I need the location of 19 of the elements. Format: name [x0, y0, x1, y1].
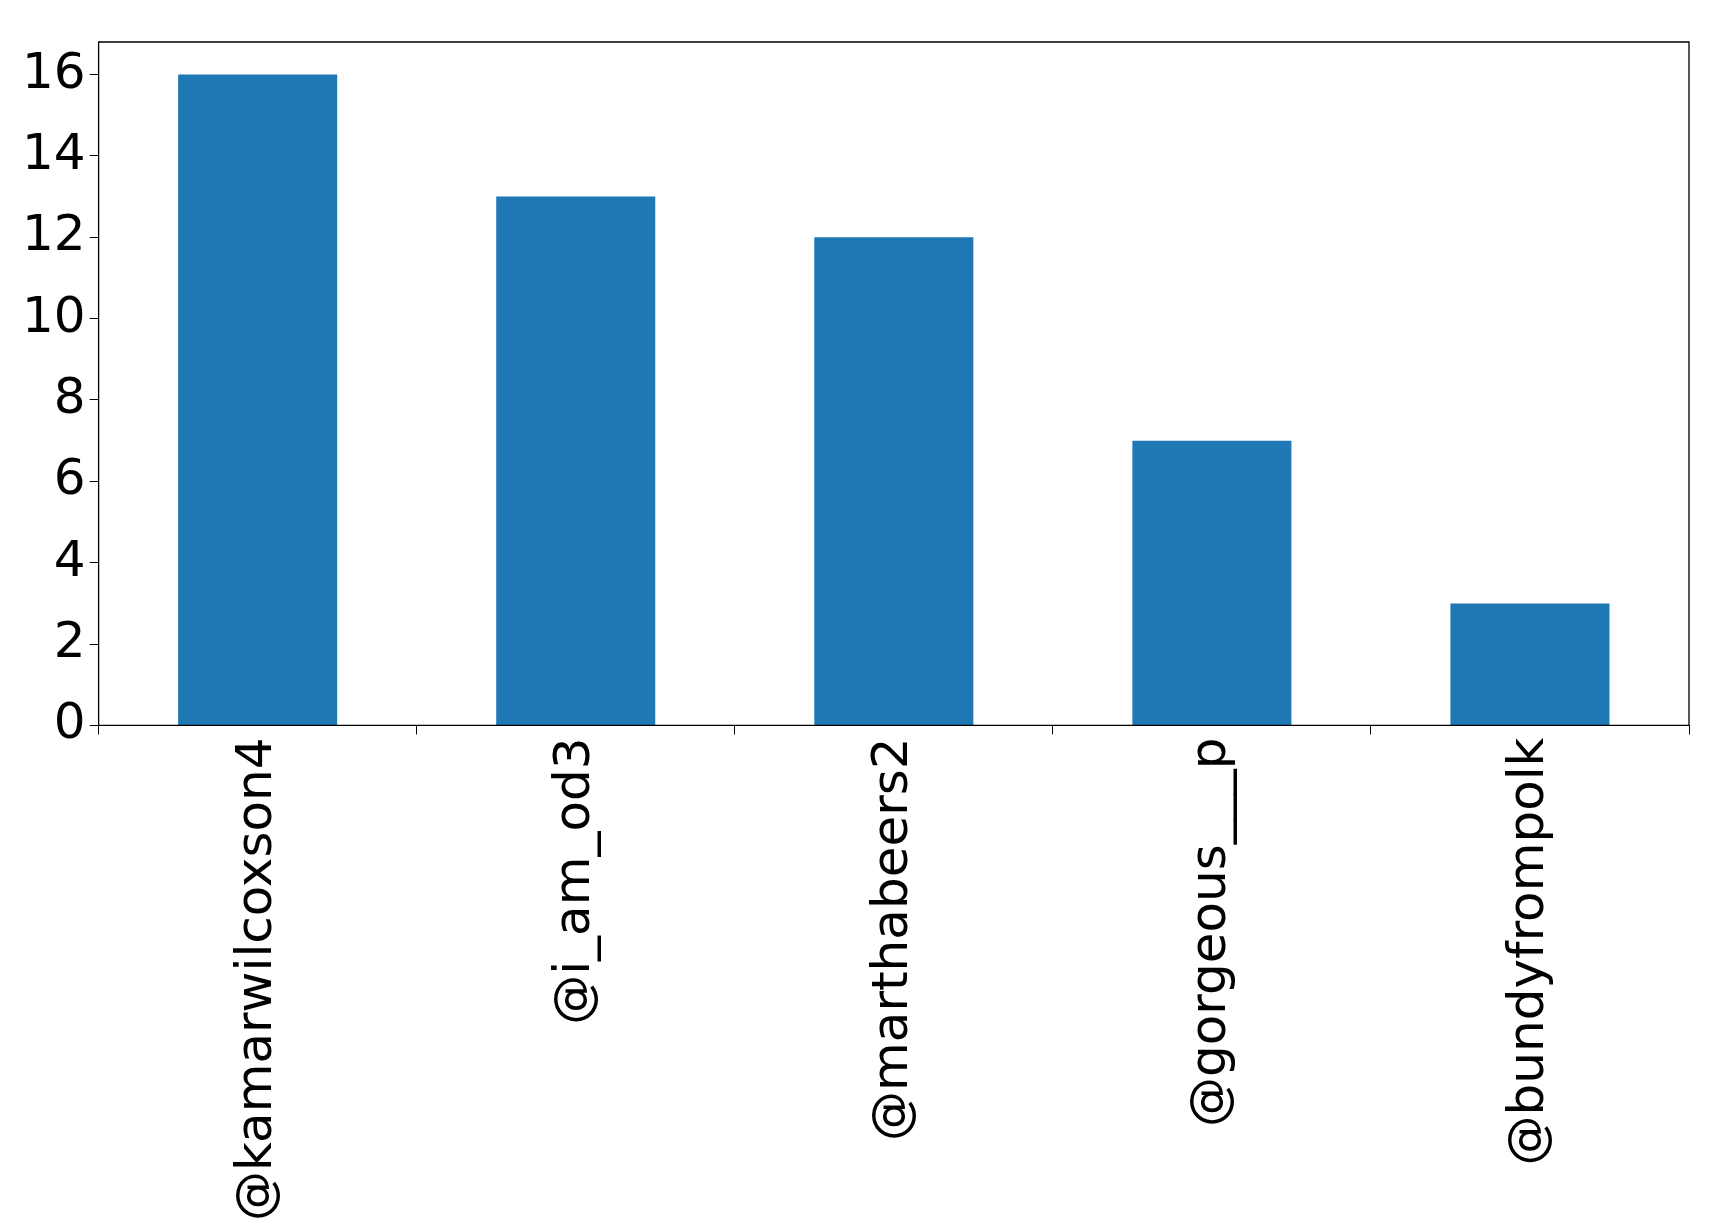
x-tick-label: @i_am_od3	[542, 737, 601, 1025]
x-tick-label: @marthabeers2	[860, 737, 919, 1141]
y-tick-label: 6	[53, 448, 86, 507]
y-tick-label: 16	[22, 41, 86, 100]
bar	[178, 74, 338, 725]
y-tick-label: 2	[53, 611, 86, 670]
x-tick-label: @kamarwilcoxson4	[224, 737, 283, 1222]
y-tick-label: 4	[53, 529, 86, 588]
y-tick-label: 8	[53, 366, 86, 425]
y-tick-label: 0	[53, 692, 86, 751]
x-tick-label: @bundyfrompolk	[1496, 737, 1555, 1166]
bar	[1132, 440, 1292, 725]
y-tick-label: 14	[22, 122, 86, 181]
bar	[1450, 603, 1610, 725]
y-tick-label: 10	[22, 285, 86, 344]
x-tick-label: @gorgeous___p	[1178, 737, 1237, 1128]
y-tick-label: 12	[22, 204, 86, 263]
bar	[496, 196, 656, 725]
bar	[814, 237, 974, 725]
